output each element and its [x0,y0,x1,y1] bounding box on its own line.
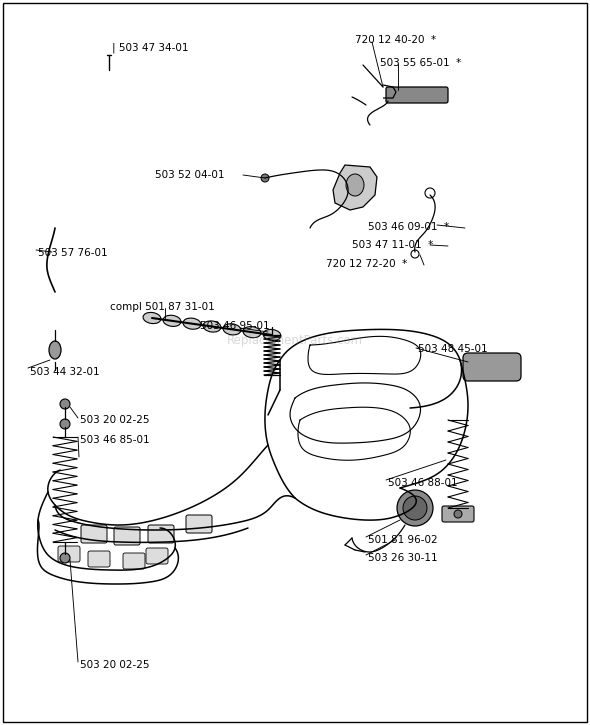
Circle shape [403,496,427,520]
FancyBboxPatch shape [386,87,448,103]
Ellipse shape [203,321,221,332]
Circle shape [60,399,70,409]
Ellipse shape [223,324,241,335]
Circle shape [60,553,70,563]
Text: 720 12 72-20  *: 720 12 72-20 * [326,259,407,269]
Text: 503 20 02-25: 503 20 02-25 [80,660,149,670]
Circle shape [60,419,70,429]
FancyBboxPatch shape [58,546,80,562]
Circle shape [411,250,419,258]
Ellipse shape [243,326,261,338]
Ellipse shape [183,318,201,329]
Text: 501 81 96-02: 501 81 96-02 [368,535,438,545]
Text: 503 46 88-01: 503 46 88-01 [388,478,458,488]
FancyBboxPatch shape [148,525,174,543]
FancyBboxPatch shape [463,353,521,381]
FancyBboxPatch shape [123,553,145,569]
Text: 503 46 95-01: 503 46 95-01 [200,321,270,331]
Text: ReplacementParts.com: ReplacementParts.com [227,334,363,347]
FancyBboxPatch shape [146,548,168,564]
Text: compl 501 87 31-01: compl 501 87 31-01 [110,302,215,312]
FancyBboxPatch shape [88,551,110,567]
Ellipse shape [263,329,281,341]
Text: 503 46 85-01: 503 46 85-01 [80,435,150,445]
FancyBboxPatch shape [442,506,474,522]
Text: | 503 47 34-01: | 503 47 34-01 [112,42,188,52]
Ellipse shape [143,312,161,323]
Text: 503 20 02-25: 503 20 02-25 [80,415,149,425]
Text: 503 48 45-01: 503 48 45-01 [418,344,487,354]
FancyBboxPatch shape [81,525,107,543]
Text: 503 47 11-01  *: 503 47 11-01 * [352,240,433,250]
Circle shape [454,510,462,518]
Text: 503 52 04-01: 503 52 04-01 [155,170,225,180]
FancyBboxPatch shape [114,527,140,545]
Text: 503 46 09-01  *: 503 46 09-01 * [368,222,449,232]
Ellipse shape [346,174,364,196]
Circle shape [261,174,269,182]
Ellipse shape [49,341,61,359]
Text: 503 44 32-01: 503 44 32-01 [30,367,100,377]
Circle shape [425,188,435,198]
Text: 503 26 30-11: 503 26 30-11 [368,553,438,563]
Circle shape [397,490,433,526]
FancyBboxPatch shape [186,515,212,533]
Polygon shape [333,165,377,210]
Text: 503 57 76-01: 503 57 76-01 [38,248,107,258]
Text: 720 12 40-20  *: 720 12 40-20 * [355,35,436,45]
Ellipse shape [163,315,181,326]
Text: 503 55 65-01  *: 503 55 65-01 * [380,58,461,68]
